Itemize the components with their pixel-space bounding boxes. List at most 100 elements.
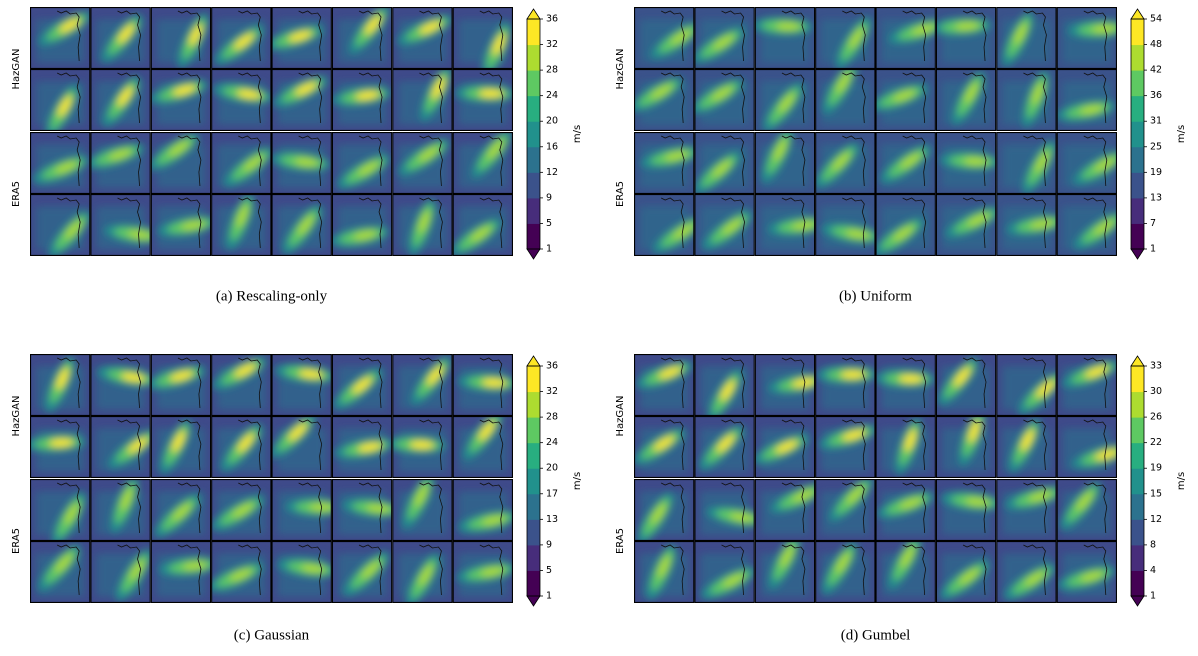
row-label: ERA5 [615, 181, 626, 207]
colorbar-tick-label: 28 [546, 412, 558, 423]
colorbar-tick-label: 20 [546, 116, 558, 127]
map-cell [996, 132, 1061, 198]
colorbar-band [1131, 121, 1144, 147]
map-cell [694, 354, 754, 426]
map-cell [151, 7, 215, 71]
colorbar-band [527, 545, 540, 571]
map-cell [270, 132, 332, 194]
caption: (c) Gaussian [234, 627, 310, 643]
colorbar-band [527, 392, 540, 418]
map-cell [755, 531, 815, 603]
colorbar-tick-label: 13 [1150, 192, 1162, 203]
colorbar-extend-bottom [1131, 596, 1144, 606]
map-cell [144, 128, 211, 194]
map-cell [90, 7, 150, 69]
colorbar-band [1131, 468, 1144, 494]
colorbar-band [527, 366, 540, 392]
map-cell [30, 353, 90, 416]
map-cell [633, 354, 695, 416]
colorbar-band [1131, 223, 1144, 249]
map-cell [815, 416, 879, 478]
map-cell [1057, 416, 1133, 478]
colorbar-tick-label: 5 [546, 565, 552, 576]
colorbar-band [1131, 392, 1144, 418]
colorbar-band [527, 570, 540, 596]
colorbar-band [1131, 172, 1144, 198]
colorbar-extend-bottom [527, 249, 540, 259]
colorbar-band [1131, 147, 1144, 173]
colorbar-tick-label: 32 [546, 39, 558, 50]
colorbar-band [1131, 417, 1144, 443]
map-cell [392, 7, 456, 69]
map-cell [935, 541, 996, 605]
row-label: ERA5 [11, 528, 22, 554]
colorbar-tick-label: 33 [1150, 361, 1162, 372]
row-label: HazGAN [615, 49, 626, 90]
colorbar-tick-label: 28 [546, 65, 558, 76]
map-cell [210, 7, 272, 70]
colorbar-band [527, 468, 540, 494]
colorbar-band [1131, 443, 1144, 469]
map-cell [876, 532, 936, 603]
map-cell [453, 125, 518, 194]
colorbar-band [1131, 198, 1144, 224]
map-cell [936, 479, 1002, 541]
map-cell [30, 69, 90, 142]
map-cell [211, 132, 278, 194]
map-cell [151, 416, 211, 478]
map-cell [25, 416, 90, 478]
map-cell [30, 194, 96, 262]
colorbar-tick-label: 12 [1150, 514, 1162, 525]
map-cell [90, 69, 150, 131]
caption: (a) Rescaling-only [216, 288, 328, 304]
map-cell [755, 124, 815, 194]
map-cell [694, 416, 755, 478]
map-cell [272, 354, 336, 416]
map-cell [688, 7, 754, 69]
colorbar-tick-label: 19 [1150, 167, 1162, 178]
map-cell [453, 354, 519, 416]
colorbar-band [527, 198, 540, 224]
colorbar-band [1131, 545, 1144, 571]
colorbar-tick-label: 22 [1150, 437, 1162, 448]
map-cell [145, 354, 211, 416]
map-cell [453, 69, 516, 131]
map-cell [629, 416, 695, 478]
colorbar-tick-label: 24 [546, 437, 558, 448]
map-cell [1055, 541, 1118, 603]
colorbar-tick-label: 36 [546, 361, 558, 372]
map-cell [392, 470, 452, 541]
colorbar-band [527, 172, 540, 198]
row-label: ERA5 [11, 181, 22, 207]
map-cell [90, 541, 157, 605]
colorbar-tick-label: 17 [546, 488, 558, 499]
colorbar-extend-top [1131, 356, 1144, 366]
colorbar-tick-label: 36 [546, 14, 558, 25]
map-cell [815, 354, 877, 416]
map-cell [755, 69, 815, 136]
colorbar-unit: m/s [1176, 125, 1187, 143]
colorbar-tick-label: 5 [546, 218, 552, 229]
map-cell [626, 69, 694, 131]
row-label: HazGAN [11, 49, 22, 90]
map-cell [1057, 354, 1122, 416]
map-cell [332, 416, 395, 478]
colorbar-tick-label: 1 [1150, 591, 1156, 602]
map-cell [1057, 194, 1129, 256]
map-cell [151, 194, 219, 256]
colorbar-band [1131, 70, 1144, 96]
colorbar-tick-label: 32 [546, 386, 558, 397]
row-label: HazGAN [615, 396, 626, 437]
map-cell [867, 69, 935, 131]
map-cell [30, 132, 92, 194]
map-cell [332, 541, 395, 603]
colorbar-tick-label: 9 [546, 539, 552, 550]
map-cell [207, 479, 271, 541]
panel: HazGANERA515912162024283236m/s(a) Rescal… [11, 0, 583, 304]
colorbar-tick-label: 15 [1150, 488, 1162, 499]
colorbar-extend-bottom [1131, 249, 1144, 259]
map-cell [875, 354, 936, 416]
map-cell [83, 132, 150, 194]
map-cell [30, 479, 92, 549]
